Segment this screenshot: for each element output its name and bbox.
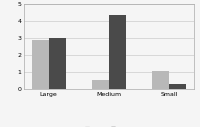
Bar [169,84,186,89]
Bar [92,80,109,89]
Bar [152,71,169,89]
Bar [32,39,49,89]
Bar [49,38,66,89]
Legend: 1999, 2004: 1999, 2004 [83,124,135,127]
Bar [109,15,126,89]
